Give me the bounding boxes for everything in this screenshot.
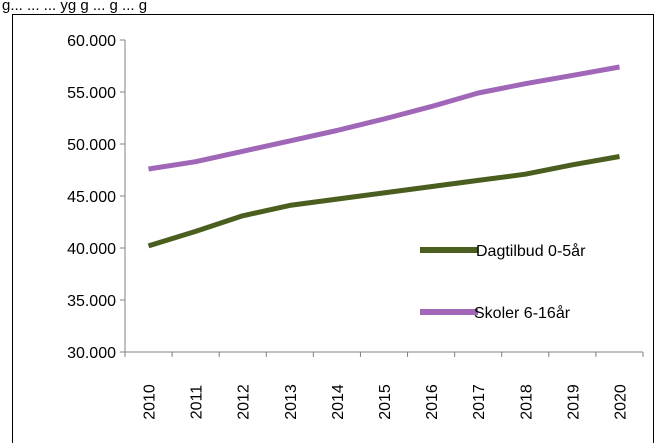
x-tick-label: 2013 — [283, 384, 300, 420]
axes: 30.000 35.000 40.000 45.000 50.000 55.000 60.0… — [67, 33, 643, 420]
y-tick-label: 30.000 — [67, 345, 116, 362]
series-layer — [148, 67, 619, 246]
x-tick-label: 2016 — [424, 384, 441, 420]
x-tick-label: 2014 — [330, 384, 347, 420]
series-line-0 — [149, 157, 620, 246]
y-tick-label: 60.000 — [67, 33, 116, 50]
y-tick-label: 55.000 — [67, 85, 116, 102]
legend: Dagtilbud 0-5år Skoler 6-16år — [420, 242, 586, 322]
x-tick-label: 2012 — [236, 384, 253, 420]
y-tick-label: 50.000 — [67, 137, 116, 154]
y-tick-label: 40.000 — [67, 241, 116, 258]
header-fragment: g... ... ... yg g ... g ... g — [2, 0, 147, 14]
x-tick-label: 2019 — [565, 384, 582, 420]
x-tick-label: 2015 — [377, 384, 394, 420]
legend-label-0: Dagtilbud 0-5år — [476, 242, 586, 260]
x-tick-label: 2020 — [612, 384, 629, 420]
x-tick-label: 2017 — [471, 384, 488, 420]
y-tick-label: 35.000 — [67, 293, 116, 310]
x-tick-label: 2018 — [518, 384, 535, 420]
x-tick-label: 2011 — [189, 385, 206, 420]
series-line-1 — [149, 67, 620, 169]
legend-label-1: Skoler 6-16år — [474, 304, 571, 322]
x-tick-label: 2010 — [142, 384, 159, 420]
y-tick-label: 45.000 — [67, 189, 116, 206]
